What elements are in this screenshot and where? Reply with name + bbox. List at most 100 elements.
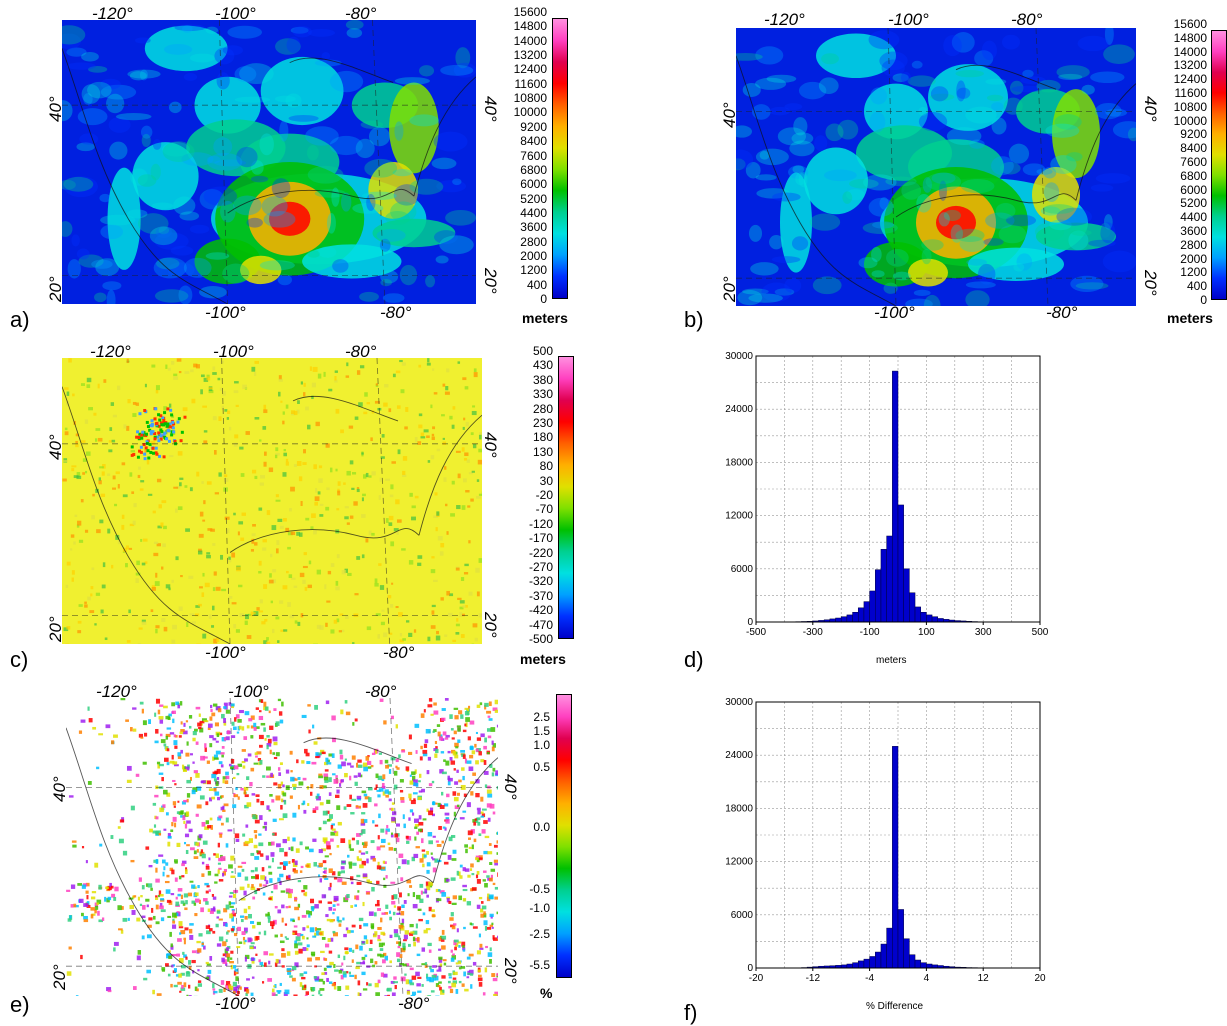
- colorbar-tick-label: 130: [532, 444, 553, 459]
- histogram-f: -20 -12 -4 4 12 20 0 6000 12000 18000 24000 30000: [714, 694, 1054, 995]
- colorbar-tick-label: 2800: [520, 234, 547, 249]
- panel-letter-b: b): [684, 307, 704, 332]
- colorbar-tick-label: -20: [535, 488, 553, 502]
- map-tick-top-1: -120°: [92, 4, 133, 23]
- colorbar-labels-e: 2.5 1.5 1.0 0.5 0.0 -0.5 -1.0 -2.5 -5.5: [502, 694, 550, 976]
- map-tick-bottom-1: -100°: [215, 994, 256, 1013]
- map-tick-left-1: 40°: [50, 776, 69, 802]
- map-tick-top-3: -80°: [345, 4, 377, 23]
- map-tick-top-3: -80°: [345, 342, 377, 361]
- map-tick-left-2: 20°: [50, 964, 69, 990]
- colorbar-tick-label: -270: [528, 560, 553, 574]
- histogram-bar: [903, 938, 910, 969]
- histogram-bar: [909, 592, 916, 623]
- histogram-f-xlabel: % Difference: [866, 1001, 924, 1012]
- colorbar-tick-label: -420: [528, 603, 553, 618]
- colorbar-tick-label: 14000: [513, 33, 547, 48]
- colorbar-tick-label: 4400: [1180, 210, 1207, 225]
- colorbar-tick-label: 5200: [520, 191, 547, 206]
- colorbar-tick-label: 12400: [513, 62, 547, 77]
- histogram-y-tick-label: 30000: [725, 351, 753, 362]
- colorbar-tick-label: 10000: [1173, 113, 1207, 128]
- map-tick-top-3: -80°: [365, 682, 397, 701]
- histogram-bar: [926, 614, 933, 623]
- colorbar-tick-label: 6000: [1180, 182, 1207, 197]
- histogram-y-tick-label: 0: [747, 617, 753, 628]
- histogram-x-tick-label: -12: [806, 973, 821, 984]
- colorbar-tick-label: 10000: [513, 105, 547, 120]
- colorbar-tick-label: -220: [528, 545, 553, 560]
- histogram-bar: [903, 568, 910, 623]
- colorbar-tick-label: 2000: [520, 248, 547, 263]
- colorbar-tick-label: 6800: [1180, 168, 1207, 183]
- colorbar-tick-label: 7600: [1180, 155, 1207, 169]
- colorbar-tick-label: -370: [528, 588, 553, 603]
- colorbar-tick-label: 10800: [513, 91, 547, 106]
- colorbar-tick-label: 8400: [1180, 141, 1207, 156]
- histogram-x-tick-label: 4: [924, 973, 930, 984]
- map-tick-left-2: 20°: [720, 276, 739, 302]
- colorbar-tick-label: -1.0: [529, 901, 550, 916]
- colorbar-e: [556, 694, 572, 978]
- colorbar-tick-label: 9200: [1180, 127, 1207, 142]
- histogram-bar: [914, 959, 921, 969]
- histogram-y-tick-label: 6000: [731, 564, 754, 575]
- map-tick-top-1: -120°: [90, 342, 131, 361]
- colorbar-tick-label: 10800: [1173, 99, 1207, 114]
- histogram-bar: [931, 616, 939, 623]
- elevation-map-b: [736, 28, 1136, 306]
- unit-label-b: meters: [1167, 310, 1213, 326]
- colorbar-tick-label: 80: [539, 459, 553, 474]
- histogram-y-tick-label: 12000: [725, 857, 753, 868]
- colorbar-tick-label: -470: [528, 617, 553, 632]
- unit-label-e: %: [540, 985, 553, 1001]
- map-tick-left-1: 40°: [720, 102, 739, 128]
- colorbar-tick-label: -120: [528, 516, 553, 531]
- panel-letter-e: e): [10, 992, 30, 1017]
- unit-label-c: meters: [520, 651, 566, 667]
- colorbar-tick-label: 280: [532, 401, 553, 416]
- colorbar-tick-label: 15600: [1173, 17, 1207, 31]
- panel-f: -20 -12 -4 4 12 20 0 6000 12000 18000 24000 30000 %…: [674, 680, 1227, 1026]
- colorbar-tick-label: -70: [535, 502, 553, 517]
- histogram-x-tick-label: 20: [1034, 973, 1046, 984]
- histogram-bar: [880, 549, 887, 623]
- panel-letter-c: c): [10, 647, 29, 672]
- histogram-bar: [920, 611, 927, 623]
- histogram-bar: [892, 746, 899, 969]
- map-tick-right-1: 40°: [481, 96, 500, 122]
- colorbar-tick-label: -5.5: [529, 957, 550, 972]
- histogram-bar: [852, 611, 859, 623]
- map-tick-bottom-1: -100°: [874, 303, 915, 322]
- histogram-bar: [886, 535, 893, 623]
- histogram-y-tick-label: 30000: [725, 697, 753, 708]
- panel-e: -120° -100° -80° 40° 20° 40° 20° -100° -…: [0, 680, 612, 1026]
- histogram-bar: [840, 616, 848, 623]
- map-tick-top-3: -80°: [1011, 10, 1043, 29]
- map-tick-bottom-1: -100°: [205, 643, 246, 662]
- colorbar-tick-label: 15600: [513, 5, 547, 19]
- colorbar-tick-label: 5200: [1180, 196, 1207, 211]
- colorbar-tick-label: 0.0: [533, 819, 550, 834]
- histogram-bar: [892, 370, 899, 623]
- colorbar-labels-c: 500 430 380 330 280 230 180 130 80 30 -20 -70 -120 -1…: [500, 345, 553, 645]
- colorbar-tick-label: 0.5: [533, 760, 550, 775]
- percent-difference-map-e: [66, 698, 498, 996]
- histogram-bar: [875, 569, 882, 623]
- histogram-y-tick-label: 24000: [725, 750, 753, 761]
- histogram-y-tick-label: 18000: [725, 803, 753, 814]
- colorbar-tick-label: 1.0: [533, 737, 550, 752]
- histogram-bar: [926, 963, 933, 969]
- histogram-x-tick-label: -300: [803, 627, 823, 638]
- colorbar-tick-label: -2.5: [529, 926, 550, 941]
- histogram-y-tick-label: 12000: [725, 511, 753, 522]
- histogram-x-tick-label: 500: [1032, 627, 1049, 638]
- histogram-bar: [852, 962, 859, 969]
- panel-a: -120° -100° -80° 40° 20° 40° 20° -100° -…: [0, 0, 612, 340]
- colorbar-tick-label: -170: [528, 531, 553, 546]
- map-tick-bottom-2: -80°: [380, 303, 412, 322]
- colorbar-tick-label: -0.5: [529, 881, 550, 896]
- map-tick-top-2: -100°: [888, 10, 929, 29]
- colorbar-tick-label: 13200: [1173, 58, 1207, 73]
- histogram-bar: [857, 960, 865, 969]
